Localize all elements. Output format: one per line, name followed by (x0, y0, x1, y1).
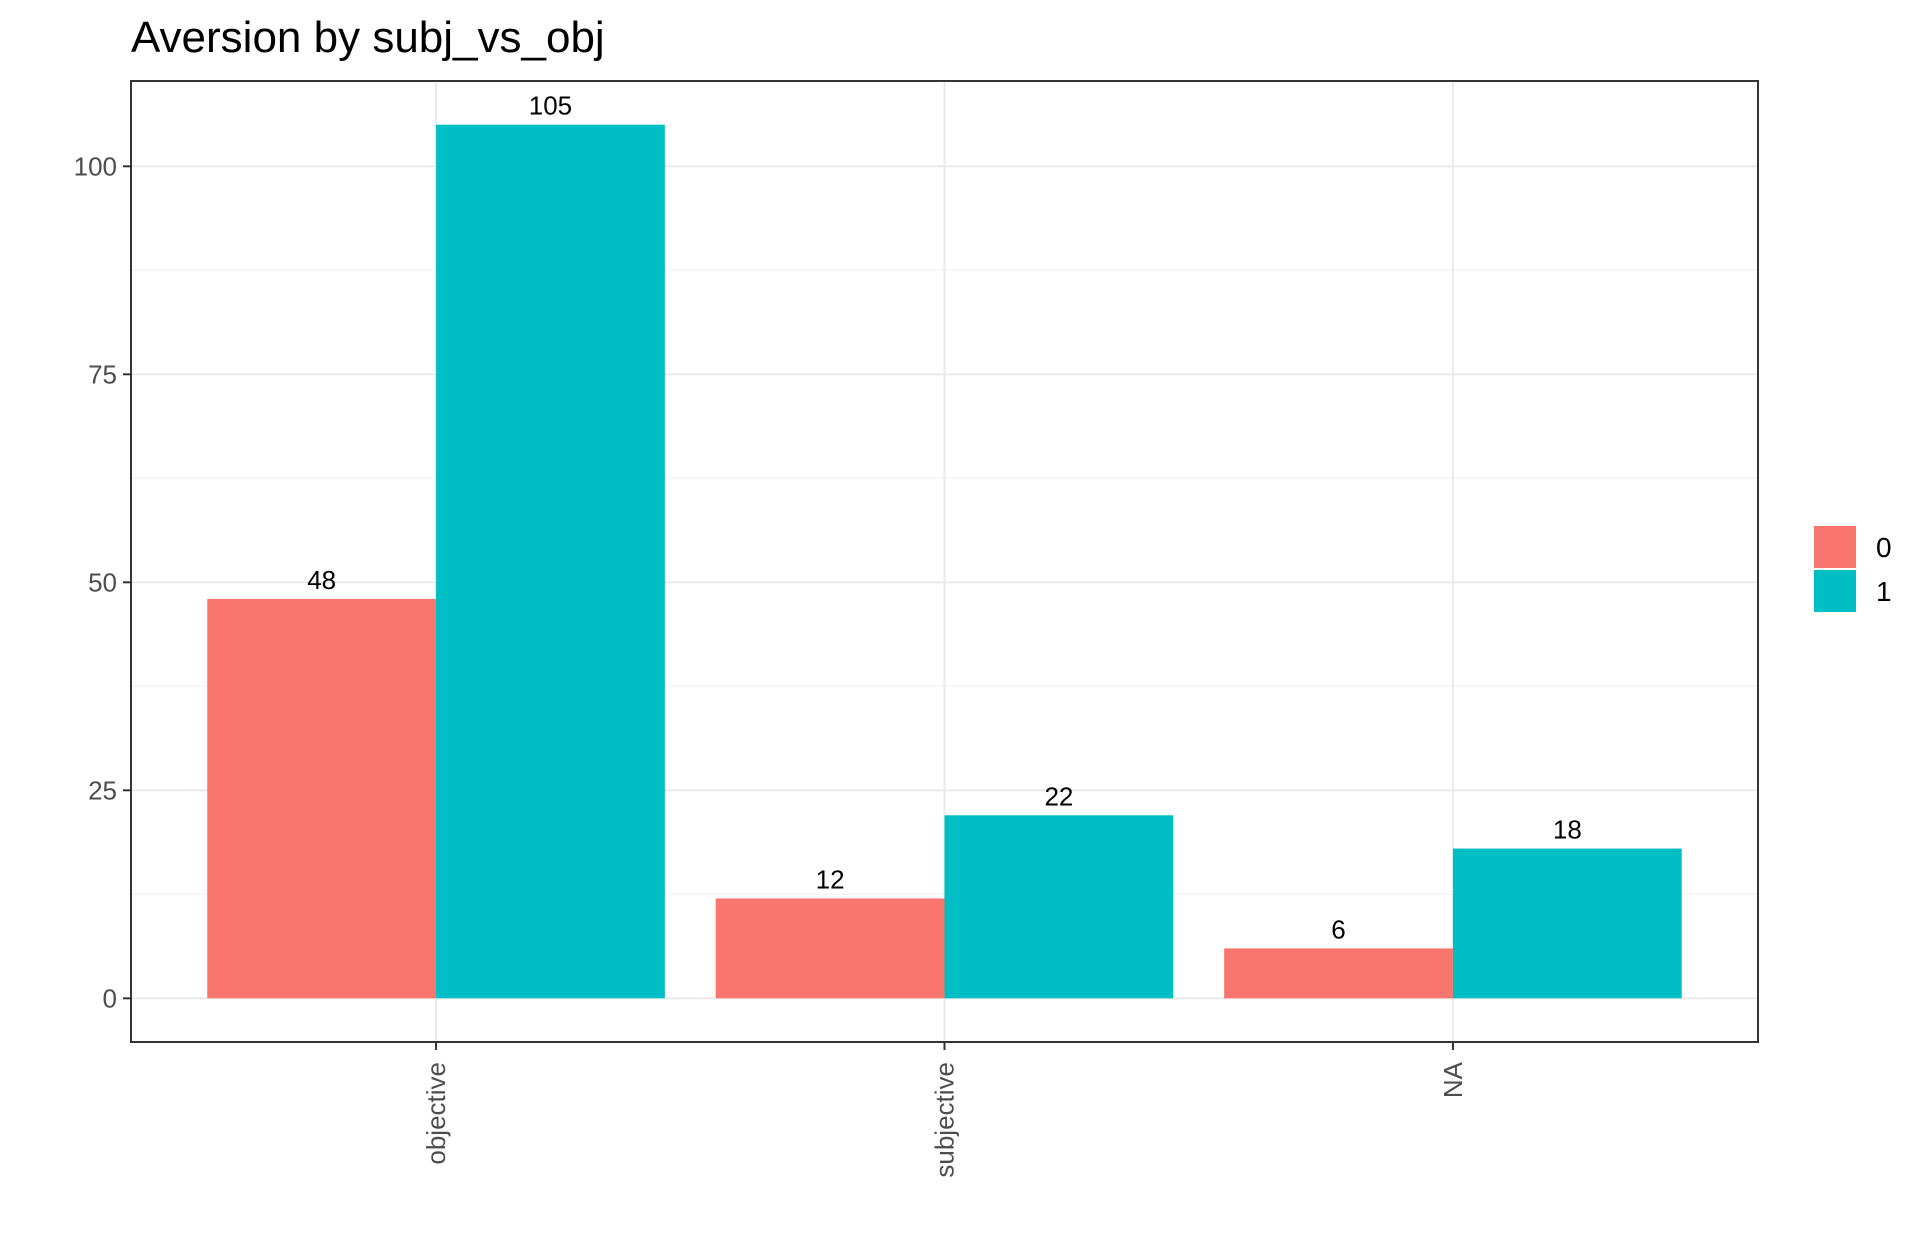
data-label: 48 (307, 565, 336, 595)
legend-label: 1 (1876, 576, 1892, 607)
legend-key-series-0 (1814, 526, 1856, 568)
y-tick-label: 50 (88, 567, 117, 597)
data-label: 18 (1553, 815, 1582, 845)
data-label: 105 (529, 91, 572, 121)
bar-na-series-1 (1452, 848, 1682, 999)
legend-key-series-1 (1814, 570, 1856, 612)
bar-subjective-series-1 (944, 815, 1174, 999)
x-tick-label: objective (421, 1062, 451, 1165)
chart-title: Aversion by subj_vs_obj (131, 13, 605, 62)
bar-na-series-0 (1224, 948, 1453, 999)
legend: 01 (1814, 526, 1892, 612)
bars (207, 124, 1682, 999)
x-tick-label: NA (1438, 1061, 1468, 1098)
data-label: 6 (1331, 914, 1345, 944)
y-tick-label: 75 (88, 359, 117, 389)
bar-objective-series-1 (436, 124, 665, 999)
y-tick-label: 0 (103, 983, 117, 1013)
data-label: 12 (816, 864, 845, 894)
bar-subjective-series-0 (715, 898, 945, 999)
y-tick-label: 100 (74, 151, 117, 181)
legend-label: 0 (1876, 532, 1892, 563)
data-label: 22 (1044, 781, 1073, 811)
axes: 0 25 50 75 100 objective subjective NA (74, 151, 1468, 1177)
y-tick-label: 25 (88, 775, 117, 805)
x-tick-label: subjective (930, 1062, 960, 1178)
data-labels: 48 105 12 22 6 18 (307, 91, 1582, 945)
bar-objective-series-0 (207, 598, 437, 999)
